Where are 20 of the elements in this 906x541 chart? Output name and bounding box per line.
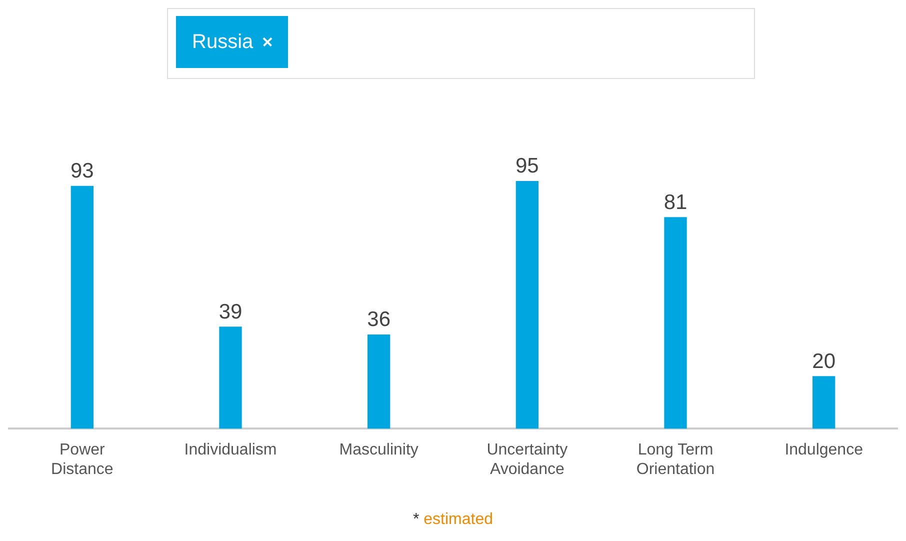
data-label: 36 — [367, 308, 391, 332]
x-tick-label: Power Distance — [51, 442, 114, 478]
x-tick-label: Individualism — [184, 442, 277, 459]
text: Russia — [192, 30, 254, 54]
data-label: 20 — [812, 350, 836, 373]
x-tick-label: Masculinity — [339, 442, 418, 459]
data-label: 95 — [515, 154, 539, 178]
x-tick-label: Long Term Orientation — [636, 442, 715, 478]
data-label: 39 — [218, 300, 242, 324]
bar — [368, 334, 390, 429]
bar — [70, 186, 94, 429]
bar — [219, 326, 242, 429]
bar — [812, 376, 836, 429]
bar — [516, 181, 538, 429]
data-label: 81 — [664, 190, 688, 214]
x-tick-label: Indulgence — [784, 442, 864, 459]
data-label: 93 — [70, 160, 94, 183]
text: * estimated — [412, 511, 494, 528]
bar — [664, 217, 687, 429]
x-tick-label: Uncertainty Avoidance — [486, 442, 568, 478]
